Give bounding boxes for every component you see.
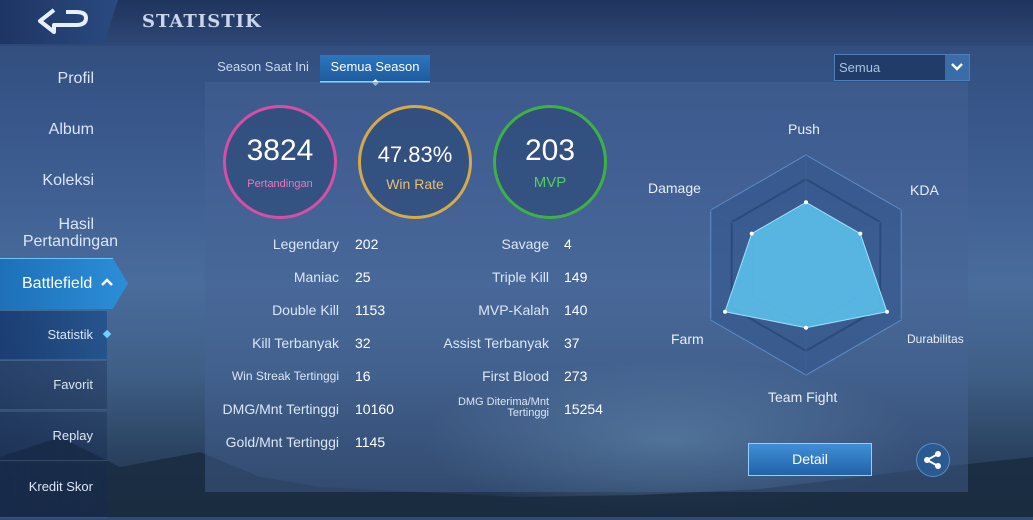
- mvp-circle: 203 MVP: [493, 105, 607, 219]
- stat-label-line2: Tertinggi: [507, 407, 549, 419]
- stat-label: MVP-Kalah: [478, 302, 549, 318]
- stat-value: 15254: [564, 401, 603, 417]
- stat-value: 140: [564, 302, 588, 318]
- dropdown-toggle[interactable]: [945, 55, 969, 80]
- stat-value: 202: [355, 236, 379, 252]
- back-button[interactable]: [0, 0, 118, 44]
- sidebar-item-profil[interactable]: Profil: [57, 70, 94, 87]
- filter-selected-value: Semua: [839, 60, 881, 75]
- radar-axis-label-durabilitas: Durabilitas: [907, 332, 964, 346]
- radar-axis-label-damage: Damage: [648, 180, 701, 196]
- stat-value: 10160: [355, 401, 394, 417]
- mvp-value: 203: [524, 134, 576, 167]
- sub-item-label: Kredit Skor: [28, 479, 93, 494]
- radar-chart: [710, 154, 902, 376]
- battlefield-label: Battlefield: [22, 275, 93, 292]
- stat-label: Assist Terbanyak: [443, 335, 549, 351]
- radar-point: [723, 309, 728, 314]
- stat-value: 273: [564, 368, 588, 384]
- radar-axis-label-farm: Farm: [671, 331, 704, 347]
- radar-axis-label-push: Push: [788, 121, 820, 137]
- matches-circle: 3824 Pertandingan: [223, 105, 337, 219]
- sub-item-favorit[interactable]: Favorit: [0, 361, 107, 410]
- winrate-value: 47.83%: [377, 142, 453, 167]
- radar-axis-label-kda: KDA: [910, 182, 939, 198]
- stat-label: Double Kill: [272, 302, 339, 318]
- stat-label: First Blood: [482, 368, 549, 384]
- radar-point: [884, 309, 889, 314]
- stat-label: Win Streak Tertinggi: [231, 369, 339, 383]
- sub-item-kredit-skor[interactable]: Kredit Skor: [0, 463, 107, 518]
- top-bar: STATISTIK: [0, 0, 1033, 46]
- mvp-label: MVP: [533, 174, 567, 191]
- stat-label: Legendary: [272, 236, 339, 252]
- sidebar-item-label-line1: Hasil: [58, 216, 94, 233]
- sidebar-item-koleksi[interactable]: Koleksi: [42, 172, 94, 189]
- chevron-up-icon: [101, 278, 113, 286]
- matches-label: Pertandingan: [247, 178, 313, 190]
- sidebar: Profil Album Koleksi Hasil Pertandingan: [0, 48, 130, 517]
- radar-point: [858, 231, 863, 236]
- stat-label: Triple Kill: [491, 269, 549, 285]
- stat-label: Gold/Mnt Tertinggi: [225, 434, 339, 450]
- sidebar-item-battlefield[interactable]: Battlefield: [0, 258, 128, 309]
- stat-label: DMG Diterima/Mnt Tertinggi: [420, 397, 549, 419]
- stat-label: Savage: [501, 236, 549, 252]
- chevron-down-icon: [951, 63, 963, 71]
- back-arrow-icon: [38, 8, 88, 34]
- sub-item-label: Statistik: [47, 327, 93, 342]
- sidebar-item-label-line2: Pertandingan: [22, 233, 118, 250]
- sidebar-item-album[interactable]: Album: [48, 121, 94, 138]
- share-icon: [924, 451, 941, 469]
- page-title: STATISTIK: [142, 11, 262, 32]
- matches-value: 3824: [246, 134, 314, 167]
- stat-value: 1145: [355, 434, 386, 450]
- stat-value: 37: [564, 335, 580, 351]
- radar-point: [804, 200, 808, 205]
- stat-value: 25: [355, 269, 371, 285]
- radar-point: [804, 325, 808, 330]
- tab-label: Semua Season: [330, 59, 420, 74]
- tab-semua-season[interactable]: Semua Season: [320, 55, 430, 87]
- stat-label-line1: DMG Diterima/Mnt: [457, 396, 549, 408]
- season-filter-dropdown[interactable]: Semua: [834, 54, 970, 81]
- sub-item-statistik[interactable]: Statistik: [0, 311, 112, 360]
- radar-points: [723, 200, 889, 330]
- stat-value: 16: [355, 368, 371, 384]
- sub-item-label: Favorit: [53, 377, 93, 392]
- winrate-circle: 47.83% Win Rate: [358, 105, 472, 219]
- radar-point: [749, 231, 754, 236]
- background-mountains: [0, 437, 1033, 517]
- tab-season-saat-ini[interactable]: Season Saat Ini: [217, 59, 309, 74]
- sub-item-label: Replay: [52, 428, 93, 443]
- stat-label: Maniac: [293, 269, 339, 285]
- sub-item-replay[interactable]: Replay: [0, 412, 107, 461]
- winrate-label: Win Rate: [386, 176, 444, 192]
- stat-value: 4: [564, 236, 572, 252]
- stat-value: 149: [564, 269, 588, 285]
- share-button[interactable]: [916, 443, 950, 477]
- radar-axis-label-team-fight: Team Fight: [768, 389, 838, 405]
- stat-value: 32: [355, 335, 371, 351]
- stat-value: 1153: [355, 302, 386, 318]
- stat-label: Kill Terbanyak: [252, 335, 339, 351]
- stat-label: DMG/Mnt Tertinggi: [222, 401, 339, 417]
- detail-button[interactable]: Detail: [748, 443, 872, 476]
- sidebar-item-hasil-pertandingan[interactable]: Hasil Pertandingan: [23, 216, 118, 250]
